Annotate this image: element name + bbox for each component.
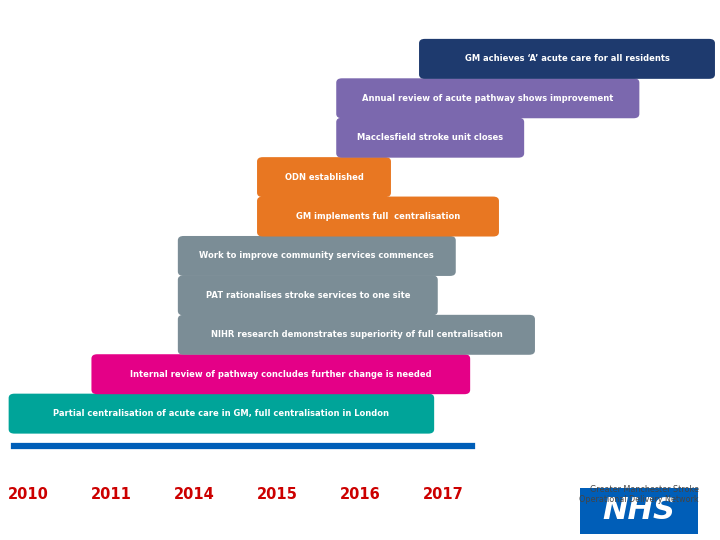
Text: PAT rationalises stroke services to one site: PAT rationalises stroke services to one … [205,291,410,300]
Text: 2016: 2016 [340,487,380,502]
Text: GM implements full  centralisation: GM implements full centralisation [296,212,460,221]
FancyBboxPatch shape [580,488,698,534]
FancyBboxPatch shape [178,236,456,276]
Text: 2017: 2017 [423,487,463,502]
Text: Macclesfield stroke unit closes: Macclesfield stroke unit closes [357,133,503,142]
FancyBboxPatch shape [257,197,499,237]
FancyBboxPatch shape [257,157,391,197]
FancyBboxPatch shape [178,275,438,315]
Text: GM achieves ‘A’ acute care for all residents: GM achieves ‘A’ acute care for all resid… [464,55,670,63]
Text: 2011: 2011 [91,487,132,502]
FancyBboxPatch shape [91,354,470,394]
Text: 2010: 2010 [9,487,49,502]
FancyBboxPatch shape [336,118,524,158]
Text: NHS: NHS [603,496,675,525]
FancyBboxPatch shape [419,39,715,79]
Text: Internal review of pathway concludes further change is needed: Internal review of pathway concludes fur… [130,370,431,379]
FancyBboxPatch shape [178,315,535,355]
Text: NIHR research demonstrates superiority of full centralisation: NIHR research demonstrates superiority o… [210,330,503,339]
Text: Partial centralisation of acute care in GM, full centralisation in London: Partial centralisation of acute care in … [53,409,390,418]
Text: Greater Manchester Stroke
Operational Delivery Network: Greater Manchester Stroke Operational De… [579,485,699,504]
Text: 2014: 2014 [174,487,215,502]
Text: Annual review of acute pathway shows improvement: Annual review of acute pathway shows imp… [362,94,613,103]
FancyBboxPatch shape [9,394,434,434]
Text: ODN established: ODN established [284,173,364,181]
Text: Work to improve community services commences: Work to improve community services comme… [199,252,434,260]
FancyBboxPatch shape [336,78,639,118]
Text: 2015: 2015 [257,487,297,502]
